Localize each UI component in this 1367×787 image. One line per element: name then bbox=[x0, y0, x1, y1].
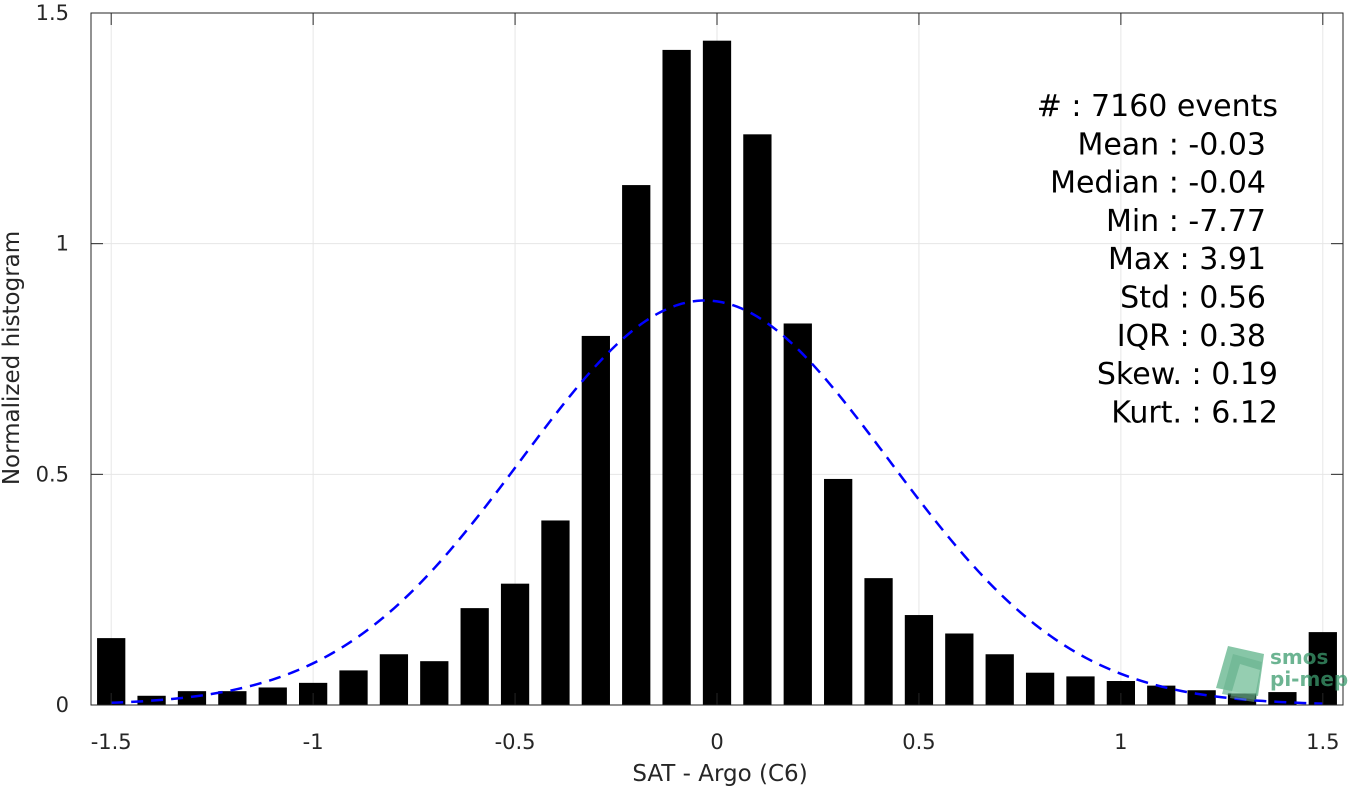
histogram-bars bbox=[97, 40, 1337, 706]
histogram-bar bbox=[985, 654, 1014, 705]
y-tick-labels: 0 0.5 1 1.5 bbox=[36, 1, 69, 717]
histogram-bar bbox=[581, 335, 610, 705]
histogram-bar bbox=[1147, 685, 1176, 705]
histogram-bar bbox=[662, 49, 691, 705]
histogram-bar bbox=[945, 633, 974, 705]
histogram-bar bbox=[460, 608, 489, 705]
histogram-bar bbox=[258, 687, 287, 705]
logo-mark-icon bbox=[1216, 646, 1264, 702]
histogram-bar bbox=[541, 520, 570, 705]
histogram-bar bbox=[702, 40, 732, 706]
histogram-bar bbox=[622, 185, 651, 705]
histogram-bar bbox=[339, 670, 368, 705]
y-tick-label: 1 bbox=[56, 232, 69, 256]
histogram-bar bbox=[743, 134, 772, 705]
x-tick-label: -1.5 bbox=[91, 730, 132, 754]
x-tick-label: -0.5 bbox=[495, 730, 536, 754]
y-tick-label: 1.5 bbox=[36, 1, 69, 25]
y-axis-title: Normalized histogram bbox=[0, 231, 25, 485]
stat-line: IQR : 0.38 bbox=[1117, 319, 1266, 354]
stat-line: Std : 0.56 bbox=[1120, 281, 1266, 316]
stat-line: Skew. : 0.19 bbox=[1097, 357, 1278, 392]
histogram-bar bbox=[1066, 676, 1095, 705]
histogram-bar bbox=[1187, 690, 1216, 705]
histogram-bar bbox=[824, 478, 853, 705]
logo-line-2: pi-mep bbox=[1270, 667, 1348, 691]
stat-line: Max : 3.91 bbox=[1108, 242, 1266, 277]
gaussian-fit-curve bbox=[111, 299, 1323, 705]
histogram-bar bbox=[904, 615, 934, 705]
stat-line: Min : -7.77 bbox=[1106, 204, 1266, 239]
stat-line: # : 7160 events bbox=[1037, 89, 1278, 124]
histogram-bar bbox=[1025, 672, 1055, 705]
y-tick-label: 0.5 bbox=[36, 462, 69, 486]
histogram-bar bbox=[1308, 632, 1337, 705]
x-tick-label: 0 bbox=[710, 730, 723, 754]
axis-ticks bbox=[91, 12, 1343, 706]
stat-line: Median : -0.04 bbox=[1050, 166, 1266, 201]
histogram-bar bbox=[218, 691, 247, 705]
smos-pi-mep-logo: smos pi-mep bbox=[1216, 645, 1348, 702]
histogram-bar bbox=[864, 578, 893, 705]
histogram-bar bbox=[379, 654, 409, 705]
histogram-bar bbox=[500, 583, 530, 705]
x-axis-title: SAT - Argo (C6) bbox=[632, 761, 807, 787]
histogram-bar bbox=[420, 661, 449, 705]
x-tick-label: -1 bbox=[303, 730, 324, 754]
x-tick-label: 0.5 bbox=[902, 730, 935, 754]
stat-line: Kurt. : 6.12 bbox=[1111, 395, 1278, 430]
stat-line: Mean : -0.03 bbox=[1077, 127, 1266, 162]
x-tick-label: 1 bbox=[1114, 730, 1127, 754]
x-tick-label: 1.5 bbox=[1306, 730, 1339, 754]
histogram-bar bbox=[783, 323, 812, 705]
x-tick-labels: -1.5 -1 -0.5 0 0.5 1 1.5 bbox=[91, 730, 1340, 754]
logo-line-1: smos bbox=[1270, 645, 1328, 669]
y-tick-label: 0 bbox=[56, 693, 69, 717]
